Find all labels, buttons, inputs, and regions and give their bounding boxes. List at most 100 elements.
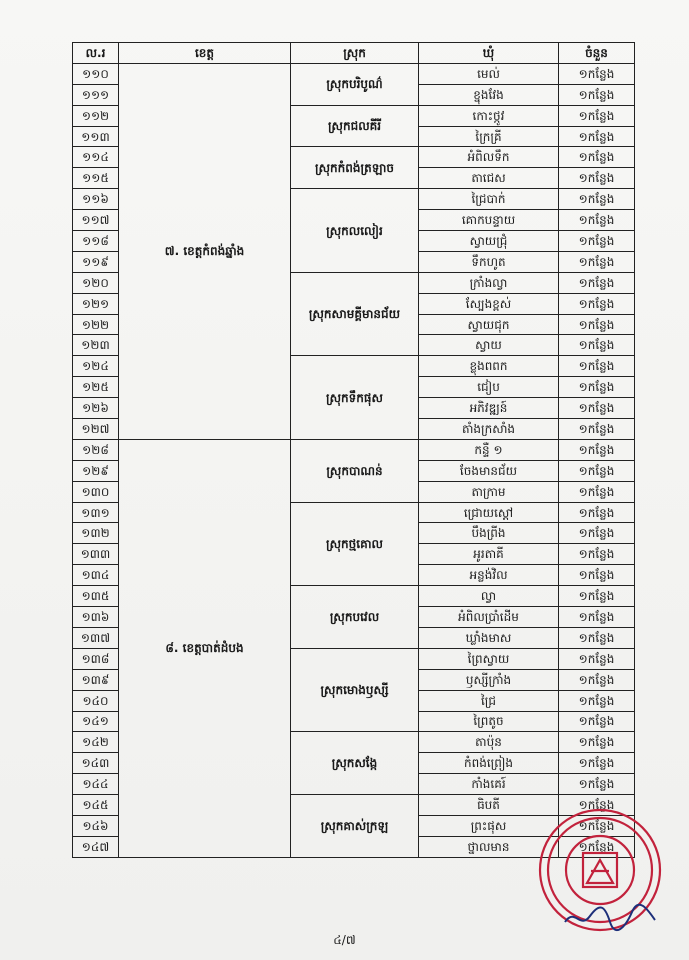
count-cell: ១កន្លែង [558,752,635,775]
table-row: ១៣១ ស្រុកថ្មគោល ជ្រោយស្ដៅ ១កន្លែង [72,501,635,587]
count-cell: ១កន្លែង [558,230,635,252]
table-row: ១៤០ ជ្រៃ ១កន្លែង [72,689,635,712]
commune-cell: ជ្រោយស្ដៅ [418,501,559,524]
table-row: ១៤៥ ស្រុកគាស់ក្រឡ ធិបតី ១កន្លែង [72,794,635,858]
count-cell: ១កន្លែង [558,125,635,148]
commune-cell: ជៀប [418,376,559,399]
district-cell: ស្រុកបវេល [290,585,419,649]
count-cell: ១កន្លែង [558,438,635,461]
table-row: ១១៩ ទឹកហូត ១កន្លែង [72,250,635,273]
row-number: ១១៩ [72,250,119,273]
count-cell: ១កន្លែង [558,104,635,127]
district-cell: ស្រុកកំពង់ត្រឡាច [290,146,419,190]
commune-cell: ល្វា [418,585,559,608]
row-number: ១៣៩ [72,668,119,691]
commune-cell: ឃ្លាំងមាស [418,626,559,649]
row-number: ១៣៨ [72,647,119,670]
commune-cell: ខ្លុងពពក [418,355,559,378]
official-seal [538,808,662,932]
table-row: ១១៨ ស្វាយជ្រុំ ១កន្លែង [72,230,635,252]
table-row: ១២៧ តាំងក្រសាំង ១កន្លែង [72,418,635,440]
commune-cell: តាប៉ុន [418,731,559,754]
commune-cell: ខ្នុងវែង [418,83,559,106]
row-number: ១៣២ [72,522,119,545]
count-cell: ១កន្លែង [558,62,635,85]
table-row: ១២៤ ស្រុកទឹកផុស ខ្លុងពពក ១កន្លែង [72,355,635,440]
count-cell: ១កន្លែង [558,522,635,545]
table-row: ១២៨ ៨. ខេត្តបាត់ដំបង ស្រុកបាណន់ កន្ទឺ ១១កន្… [72,438,635,858]
table-row: ១១២ ស្រុកជលគីរី កោះថ្កូវ ១កន្លែង [72,104,635,148]
count-cell: ១កន្លែង [558,459,635,482]
count-cell: ១កន្លែង [558,250,635,273]
page-number: ៤/៧ [333,933,356,947]
row-number: ១១៦ [72,188,119,211]
commune-cell: ថ្នាលមាន [418,835,559,858]
row-number: ១៤២ [72,731,119,754]
row-number: ១២១ [72,292,119,315]
table-row: ១១៦ ស្រុកលលៀរ ជ្រៃបាក់ ១កន្លែង [72,188,635,273]
commune-cell: ជ្រៃបាក់ [418,188,559,211]
count-cell: ១កន្លែង [558,167,635,190]
commune-cell: ក្រៃគ្រី [418,125,559,148]
table-row: ១៤២ ស្រុកសង្កែ តាប៉ុន ១កន្លែង [72,731,635,796]
commune-cell: ជ្រៃ [418,689,559,712]
row-number: ១៤១ [72,710,119,733]
count-cell: ១កន្លែង [558,271,635,294]
commune-cell: ស្បែងខ្ពស់ [418,292,559,315]
count-cell: ១កន្លែង [558,710,635,733]
row-number: ១៤៣ [72,752,119,775]
commune-cell: តាក្រាម [418,480,559,503]
count-cell: ១កន្លែង [558,668,635,691]
commune-cell: ក្រាំងល្វា [418,271,559,294]
district-cell: ស្រុកបរិបូណ៌ [290,62,419,106]
row-number: ១២៧ [72,418,119,440]
row-number: ១៤៦ [72,814,119,837]
table-row: ១២៥ ជៀប ១កន្លែង [72,376,635,399]
table-row: ១៤១ ព្រៃតូច ១កន្លែង [72,710,635,733]
table-row: ១២៦ អភិវឌ្ឍន៍ ១កន្លែង [72,397,635,420]
district-cell: ស្រុកថ្មគោល [290,501,419,587]
table-row: ១៤៧ ថ្នាលមាន ១កន្លែង [72,835,635,858]
commune-cell: បឹងព្រីង [418,522,559,545]
table-row: ១៣២ បឹងព្រីង ១កន្លែង [72,522,635,545]
row-number: ១១៣ [72,125,119,148]
table-row: ១២០ ស្រុកសាមគ្គីមានជ័យ ក្រាំងល្វា ១កន្លែង [72,271,635,357]
row-number: ១២០ [72,271,119,294]
row-number: ១១៨ [72,230,119,252]
row-number: ១១១ [72,83,119,106]
district-cell: ស្រុកជលគីរី [290,104,419,148]
table-row: ១១៥ តាជេស ១កន្លែង [72,167,635,190]
table-row: ១១៧ គោកបន្ទាយ ១កន្លែង [72,209,635,232]
table-row: ១២៩ ចែងមានជ័យ ១កន្លែង [72,459,635,482]
header-no: ល.រ [72,42,119,64]
commune-cell: កន្ទឺ ១ [418,438,559,461]
row-number: ១៤០ [72,689,119,712]
commune-cell: អភិវឌ្ឍន៍ [418,397,559,420]
header-commune: ឃុំ [418,42,559,64]
province-cell: ៧. ខេត្តកំពង់ឆ្នាំង [118,62,291,440]
commune-cell: គោកបន្ទាយ [418,209,559,232]
row-number: ១២៨ [72,438,119,461]
table-row: ១១៣ ក្រៃគ្រី ១កន្លែង [72,125,635,148]
district-cell: ស្រុកសាមគ្គីមានជ័យ [290,271,419,357]
commune-cell: កាំងគេរ៍ [418,773,559,796]
commune-cell: ព្រៃតូច [418,710,559,733]
row-number: ១៣៣ [72,543,119,566]
commune-cell: តាំងក្រសាំង [418,418,559,440]
count-cell: ១កន្លែង [558,188,635,211]
table-row: ១១០ ៧. ខេត្តកំពង់ឆ្នាំង ស្រុកបរិបូណ៌ មេល់ ១ក… [72,62,635,440]
signature [564,903,656,932]
commune-cell: ស្វាយជុក [418,313,559,336]
count-cell: ១កន្លែង [558,418,635,440]
row-number: ១២៦ [72,397,119,420]
table-header-row: ល.រ ខេត្ត ស្រុក ឃុំ ចំនួន [72,42,635,64]
row-number: ១៣៥ [72,585,119,608]
row-number: ១៣០ [72,480,119,503]
table-row: ១១១ ខ្នុងវែង ១កន្លែង [72,83,635,106]
row-number: ១២២ [72,313,119,336]
row-number: ១៤៧ [72,835,119,858]
commune-cell: ស្វាយ [418,334,559,357]
count-cell: ១កន្លែង [558,543,635,566]
row-number: ១៣១ [72,501,119,524]
row-number: ១៤៤ [72,773,119,796]
